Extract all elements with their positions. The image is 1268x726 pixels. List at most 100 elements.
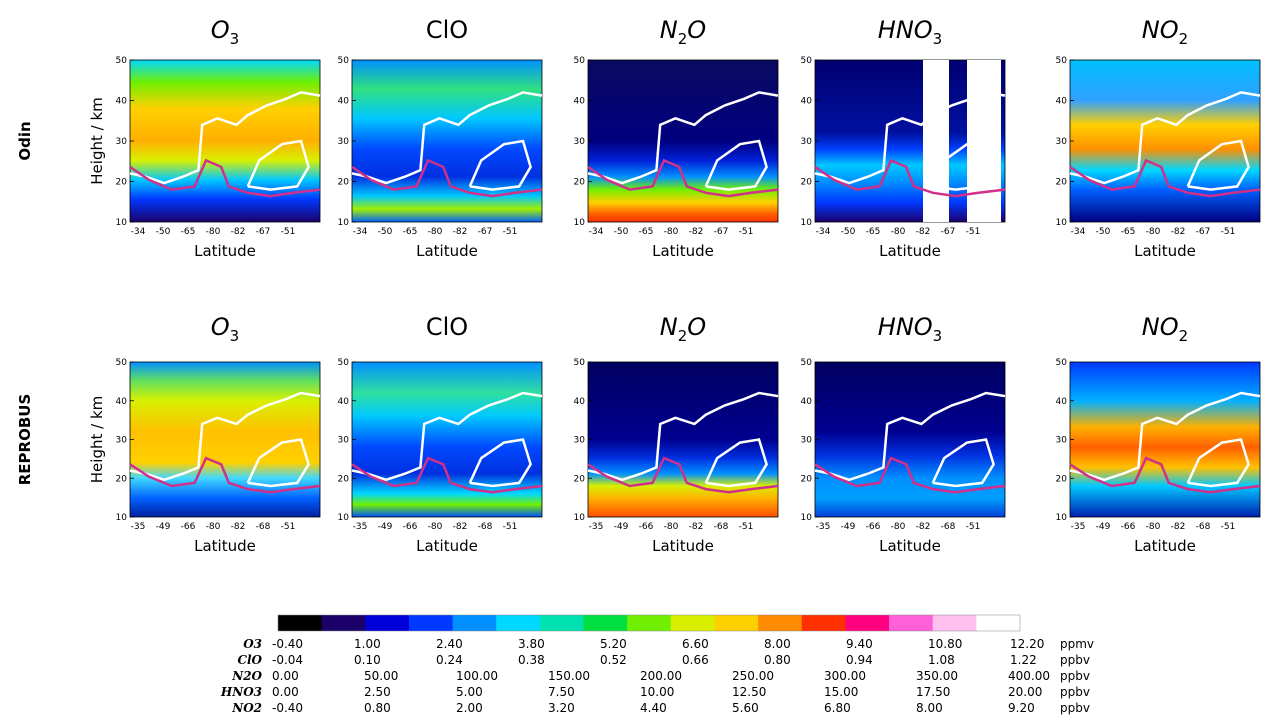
vortex-edge-contour bbox=[814, 91, 1006, 185]
colorbar-segment bbox=[976, 615, 1021, 631]
x-tick-label: -51 bbox=[739, 227, 754, 237]
colorbar-segment bbox=[496, 615, 541, 631]
x-axis-label: Latitude bbox=[1134, 242, 1196, 260]
y-tick-label: 30 bbox=[1056, 436, 1068, 446]
x-tick-label: -65 bbox=[181, 227, 196, 237]
colorbar-value: 8.00 bbox=[764, 637, 791, 651]
y-tick-label: 40 bbox=[801, 97, 813, 107]
colorbar-unit: ppmv bbox=[1060, 637, 1094, 651]
x-tick-label: -35 bbox=[353, 522, 368, 532]
heatmap-field bbox=[351, 59, 543, 223]
panel-title: ClO bbox=[426, 313, 468, 341]
colorbar-species-label: O3 bbox=[243, 637, 262, 651]
heatmap-field bbox=[587, 59, 779, 223]
x-tick-label: -49 bbox=[1096, 522, 1111, 532]
y-tick-label: 20 bbox=[801, 474, 813, 484]
y-tick-label: 20 bbox=[574, 178, 586, 188]
panel-title: O3 bbox=[211, 16, 239, 48]
y-tick-label: 30 bbox=[1056, 137, 1068, 147]
y-tick-label: 30 bbox=[338, 137, 350, 147]
y-tick-label: 30 bbox=[338, 436, 350, 446]
panel-clo-reprobus: ClO 50 40 30 20 10-35 -49 -66 -80 -82 -68 -51 Latitu… bbox=[338, 313, 543, 555]
x-tick-label: -82 bbox=[231, 227, 246, 237]
pv-contour bbox=[1069, 158, 1261, 198]
y-tick-label: 10 bbox=[338, 513, 350, 523]
x-tick-label: -68 bbox=[478, 522, 493, 532]
x-tick-label: -34 bbox=[816, 227, 831, 237]
panel-title: ClO bbox=[426, 16, 468, 44]
colorbar-value: 12.20 bbox=[1010, 637, 1044, 651]
heatmap-field bbox=[587, 361, 779, 518]
x-tick-label: -51 bbox=[1221, 227, 1236, 237]
vortex-core-contour bbox=[1186, 438, 1250, 488]
y-tick-label: 20 bbox=[338, 474, 350, 484]
x-tick-label: -66 bbox=[181, 522, 196, 532]
colorbar-value: 6.80 bbox=[824, 701, 851, 715]
colorbar-value: -0.40 bbox=[272, 637, 303, 651]
colorbar-value: 9.40 bbox=[846, 637, 873, 651]
vortex-core-contour bbox=[1186, 139, 1250, 191]
vortex-edge-contour bbox=[1069, 391, 1261, 482]
vortex-core-contour bbox=[704, 139, 768, 191]
colorbar-value: 8.00 bbox=[916, 701, 943, 715]
colorbar-segment bbox=[408, 615, 454, 631]
colorbar-unit: ppbv bbox=[1060, 685, 1090, 699]
colorbar-value: 100.00 bbox=[456, 669, 498, 683]
panel-hno3-reprobus: HNO3 50 40 30 20 10-35 -49 -66 -80 -82 -68 -51 Latit… bbox=[801, 313, 1006, 555]
panel-n2o-odin: N2O 50 40 30 20 10-34 -50 -65 -80 -82 -67 -51 Latitu… bbox=[574, 16, 779, 260]
colorbar-value: 0.24 bbox=[436, 653, 463, 667]
panel-no2-reprobus: NO2 50 40 30 20 10-35 -49 -66 -80 -82 -68 -51 Latitu… bbox=[1056, 313, 1261, 555]
pv-contour bbox=[129, 456, 321, 494]
heatmap-field bbox=[129, 361, 321, 518]
vortex-core-contour bbox=[246, 438, 310, 488]
y-tick-label: 10 bbox=[1056, 218, 1068, 228]
x-tick-label: -49 bbox=[156, 522, 171, 532]
x-tick-label: -35 bbox=[589, 522, 604, 532]
y-tick-label: 50 bbox=[116, 56, 128, 66]
x-tick-label: -50 bbox=[614, 227, 629, 237]
colorbar-value: 150.00 bbox=[548, 669, 590, 683]
x-tick-label: -51 bbox=[503, 522, 518, 532]
x-tick-label: -80 bbox=[206, 522, 221, 532]
x-axis-label: Latitude bbox=[194, 537, 256, 555]
y-tick-label: 50 bbox=[338, 358, 350, 368]
y-tick-label: 20 bbox=[574, 474, 586, 484]
y-tick-label: 50 bbox=[1056, 56, 1068, 66]
colorbar-value: 0.94 bbox=[846, 653, 873, 667]
y-tick-label: 50 bbox=[116, 358, 128, 368]
colorbar-segment bbox=[321, 615, 366, 631]
row-label-reprobus: REPROBUS bbox=[16, 394, 34, 486]
x-tick-label: -35 bbox=[131, 522, 146, 532]
colorbar-segment bbox=[845, 615, 890, 631]
pv-contour bbox=[351, 456, 543, 494]
x-tick-label: -34 bbox=[131, 227, 146, 237]
x-tick-label: -51 bbox=[739, 522, 754, 532]
x-axis-label: Latitude bbox=[652, 537, 714, 555]
x-tick-label: -67 bbox=[478, 227, 493, 237]
colorbar-value: 300.00 bbox=[824, 669, 866, 683]
y-tick-label: 30 bbox=[574, 436, 586, 446]
colorbar-value: 0.66 bbox=[682, 653, 709, 667]
x-tick-label: -82 bbox=[453, 522, 468, 532]
colorbar-value: 0.38 bbox=[518, 653, 545, 667]
x-tick-label: -66 bbox=[403, 522, 418, 532]
x-tick-label: -67 bbox=[714, 227, 729, 237]
colorbar-segment bbox=[627, 615, 672, 631]
missing-data-strip bbox=[923, 60, 949, 222]
x-tick-label: -49 bbox=[841, 522, 856, 532]
y-tick-label: 40 bbox=[116, 397, 128, 407]
pv-contour bbox=[129, 158, 321, 198]
x-axis-label: Latitude bbox=[879, 537, 941, 555]
vortex-core-contour bbox=[468, 438, 532, 488]
colorbar-value: 1.22 bbox=[1010, 653, 1037, 667]
colorbar-species-label: NO2 bbox=[231, 701, 262, 715]
x-tick-label: -80 bbox=[206, 227, 221, 237]
panel-title: HNO3 bbox=[878, 16, 942, 48]
colorbar-frame bbox=[277, 614, 1021, 632]
y-tick-label: 40 bbox=[574, 397, 586, 407]
panel-title: N2O bbox=[660, 313, 706, 345]
y-tick-label: 20 bbox=[116, 178, 128, 188]
vortex-edge-contour bbox=[1069, 91, 1261, 185]
y-tick-label: 20 bbox=[1056, 474, 1068, 484]
x-tick-label: -50 bbox=[378, 227, 393, 237]
